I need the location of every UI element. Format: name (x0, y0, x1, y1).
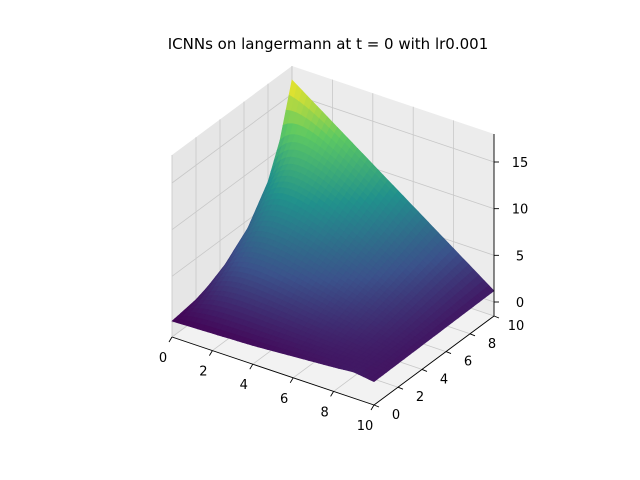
y-tick-label: 6 (464, 355, 472, 370)
y-tick-mark (445, 351, 452, 355)
x-tick-label: 4 (240, 378, 248, 393)
axis-ticks: 0 2 4 6 8 10 0 2 4 6 8 10 0 5 10 15 (159, 134, 528, 434)
x-tick-mark (370, 404, 375, 411)
y-tick-mark (469, 333, 476, 337)
surface-plot (171, 79, 495, 383)
y-tick-label: 2 (416, 390, 424, 405)
x-tick-label: 10 (357, 419, 374, 434)
y-tick-mark (373, 404, 380, 408)
x-tick-mark (249, 363, 254, 370)
y-tick-mark (493, 315, 500, 319)
y-tick-label: 10 (508, 319, 525, 334)
x-axis-line (171, 336, 375, 406)
x-tick-label: 6 (280, 392, 288, 407)
y-tick-label: 0 (392, 408, 400, 423)
y-tick-mark (397, 386, 404, 390)
x-tick-label: 0 (159, 351, 167, 366)
y-tick-mark (421, 368, 428, 372)
surface-patch (368, 376, 378, 383)
z-tick-label: 15 (512, 156, 529, 171)
x-tick-mark (209, 350, 213, 356)
x-tick-mark (168, 336, 173, 343)
x-tick-label: 2 (199, 365, 207, 380)
x-tick-mark (289, 377, 294, 384)
y-tick-label: 8 (488, 337, 496, 352)
y-axis-line (373, 315, 495, 406)
z-tick-label: 5 (516, 249, 524, 264)
z-tick-label: 10 (512, 203, 529, 218)
y-tick-label: 4 (440, 372, 448, 387)
x-tick-label: 8 (320, 405, 328, 420)
z-tick-label: 0 (516, 296, 524, 311)
chart-title: ICNNs on langermann at t = 0 with lr0.00… (168, 35, 489, 53)
x-tick-mark (330, 391, 334, 397)
